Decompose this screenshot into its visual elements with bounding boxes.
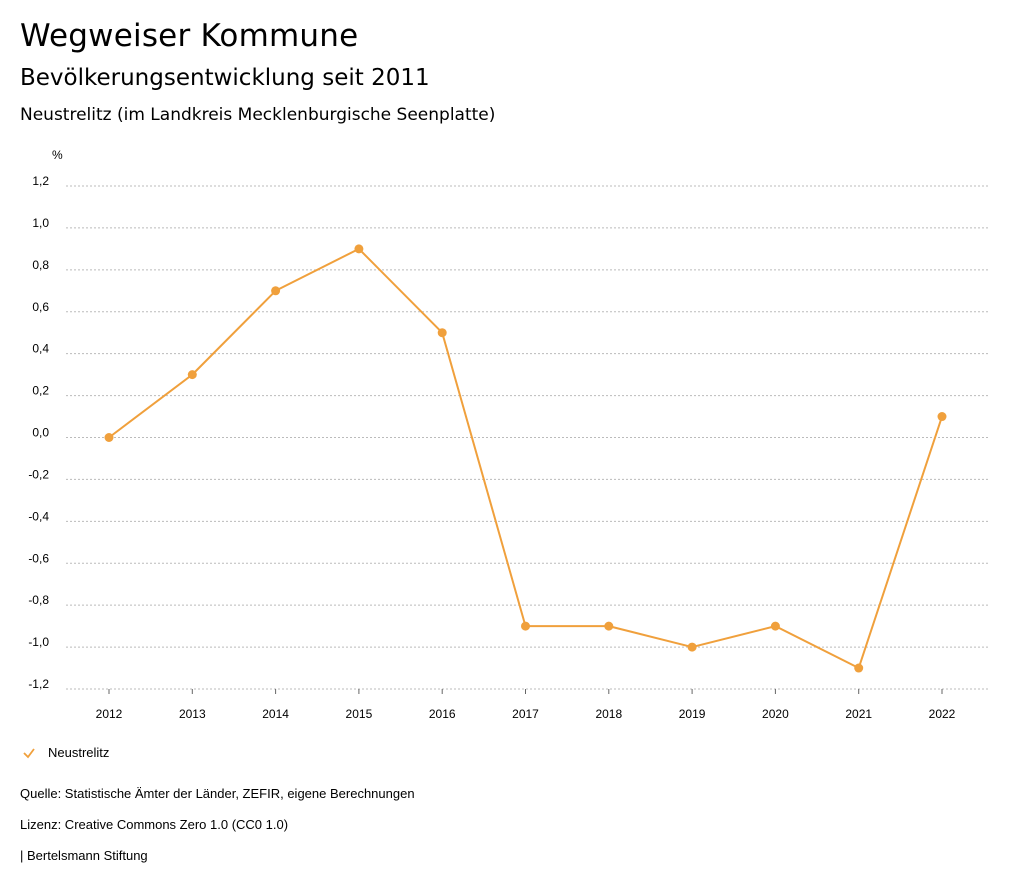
x-tick-label: 2018 (595, 707, 622, 721)
data-point (937, 412, 947, 422)
y-tick-label: -0,4 (28, 509, 49, 523)
y-axis-unit: % (52, 148, 63, 162)
y-tick-label: 0,8 (32, 258, 49, 272)
y-tick-label: 0,6 (32, 300, 49, 314)
y-tick-label: 1,2 (32, 174, 49, 188)
x-tick-label: 2022 (929, 707, 956, 721)
data-point (437, 328, 447, 338)
line-chart: %1,2 1,0 0,8 0,6 0,4 0,2 0,0 -0,2 -0,4 -0,6 -0,8 -1… (28, 148, 990, 721)
y-tick-label: 0,0 (32, 426, 49, 440)
x-tick-label: 2019 (679, 707, 706, 721)
legend-item-neustrelitz[interactable]: Neustrelitz (22, 745, 109, 760)
y-tick-label: -0,6 (28, 551, 49, 565)
chart-subtitle: Bevölkerungsentwicklung seit 2011 (20, 65, 430, 91)
x-tick-label: 2014 (262, 707, 289, 721)
license-note: Lizenz: Creative Commons Zero 1.0 (CC0 1… (20, 817, 289, 832)
y-tick-label: -1,2 (28, 677, 49, 691)
page-title: Wegweiser Kommune (20, 18, 359, 54)
y-tick-label: 1,0 (32, 216, 49, 230)
y-tick-label: 0,4 (32, 342, 49, 356)
x-tick-label: 2017 (512, 707, 539, 721)
publisher-note: | Bertelsmann Stiftung (20, 848, 148, 863)
data-point (104, 433, 114, 442)
data-point (604, 621, 614, 631)
y-tick-label: 0,2 (32, 384, 49, 398)
data-point (687, 642, 697, 652)
x-tick-label: 2020 (762, 707, 789, 721)
data-point (854, 663, 864, 673)
x-tick-label: 2016 (429, 707, 456, 721)
x-tick-label: 2013 (179, 707, 206, 721)
x-tick-label: 2012 (96, 707, 123, 721)
data-point (354, 244, 364, 254)
legend-label: Neustrelitz (48, 745, 110, 760)
data-point (271, 286, 281, 296)
chart-location: Neustrelitz (im Landkreis Mecklenburgisc… (20, 105, 496, 125)
y-tick-label: -0,2 (28, 467, 49, 481)
data-point (187, 370, 197, 380)
data-point (521, 621, 530, 631)
y-tick-label: -1,0 (28, 635, 49, 649)
source-note: Quelle: Statistische Ämter der Länder, Z… (20, 786, 415, 801)
series-line-neustrelitz (108, 247, 943, 670)
data-point (770, 621, 780, 631)
x-tick-label: 2021 (845, 707, 872, 721)
x-tick-label: 2015 (346, 707, 373, 721)
checkmark-icon (23, 747, 35, 758)
y-tick-label: -0,8 (28, 593, 49, 607)
